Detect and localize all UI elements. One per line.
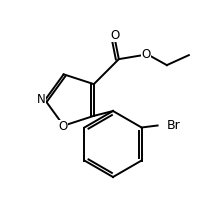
Text: O: O [58,120,67,133]
Text: Br: Br [166,119,180,132]
Text: O: O [141,48,150,61]
Text: N: N [37,92,46,105]
Text: O: O [110,29,119,42]
